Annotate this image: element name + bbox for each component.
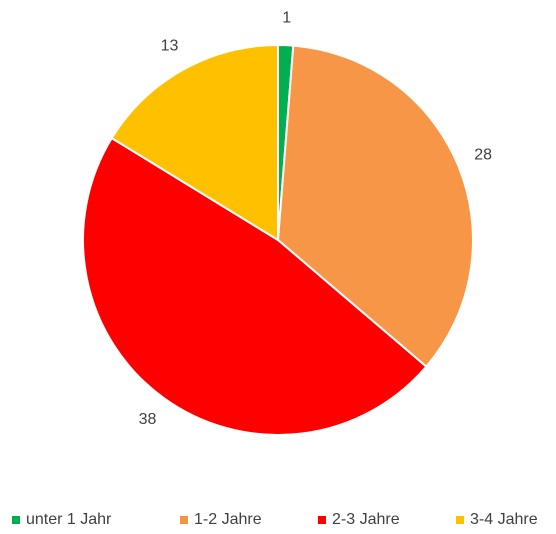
legend-swatch bbox=[12, 516, 20, 524]
data-label: 1 bbox=[282, 9, 291, 26]
legend-label: unter 1 Jahr bbox=[26, 511, 112, 528]
legend-label: 2-3 Jahre bbox=[332, 511, 400, 528]
data-label: 38 bbox=[139, 411, 157, 428]
legend-label: 1-2 Jahre bbox=[194, 511, 262, 528]
data-label: 13 bbox=[161, 38, 179, 55]
legend-swatch bbox=[318, 516, 326, 524]
data-label: 28 bbox=[474, 146, 492, 163]
pie-slice bbox=[110, 43, 279, 242]
pie-slice bbox=[82, 136, 428, 436]
pie-slice bbox=[276, 44, 474, 369]
legend-swatch bbox=[180, 516, 188, 524]
legend-label: 3-4 Jahre bbox=[470, 511, 538, 528]
legend-swatch bbox=[456, 516, 464, 524]
